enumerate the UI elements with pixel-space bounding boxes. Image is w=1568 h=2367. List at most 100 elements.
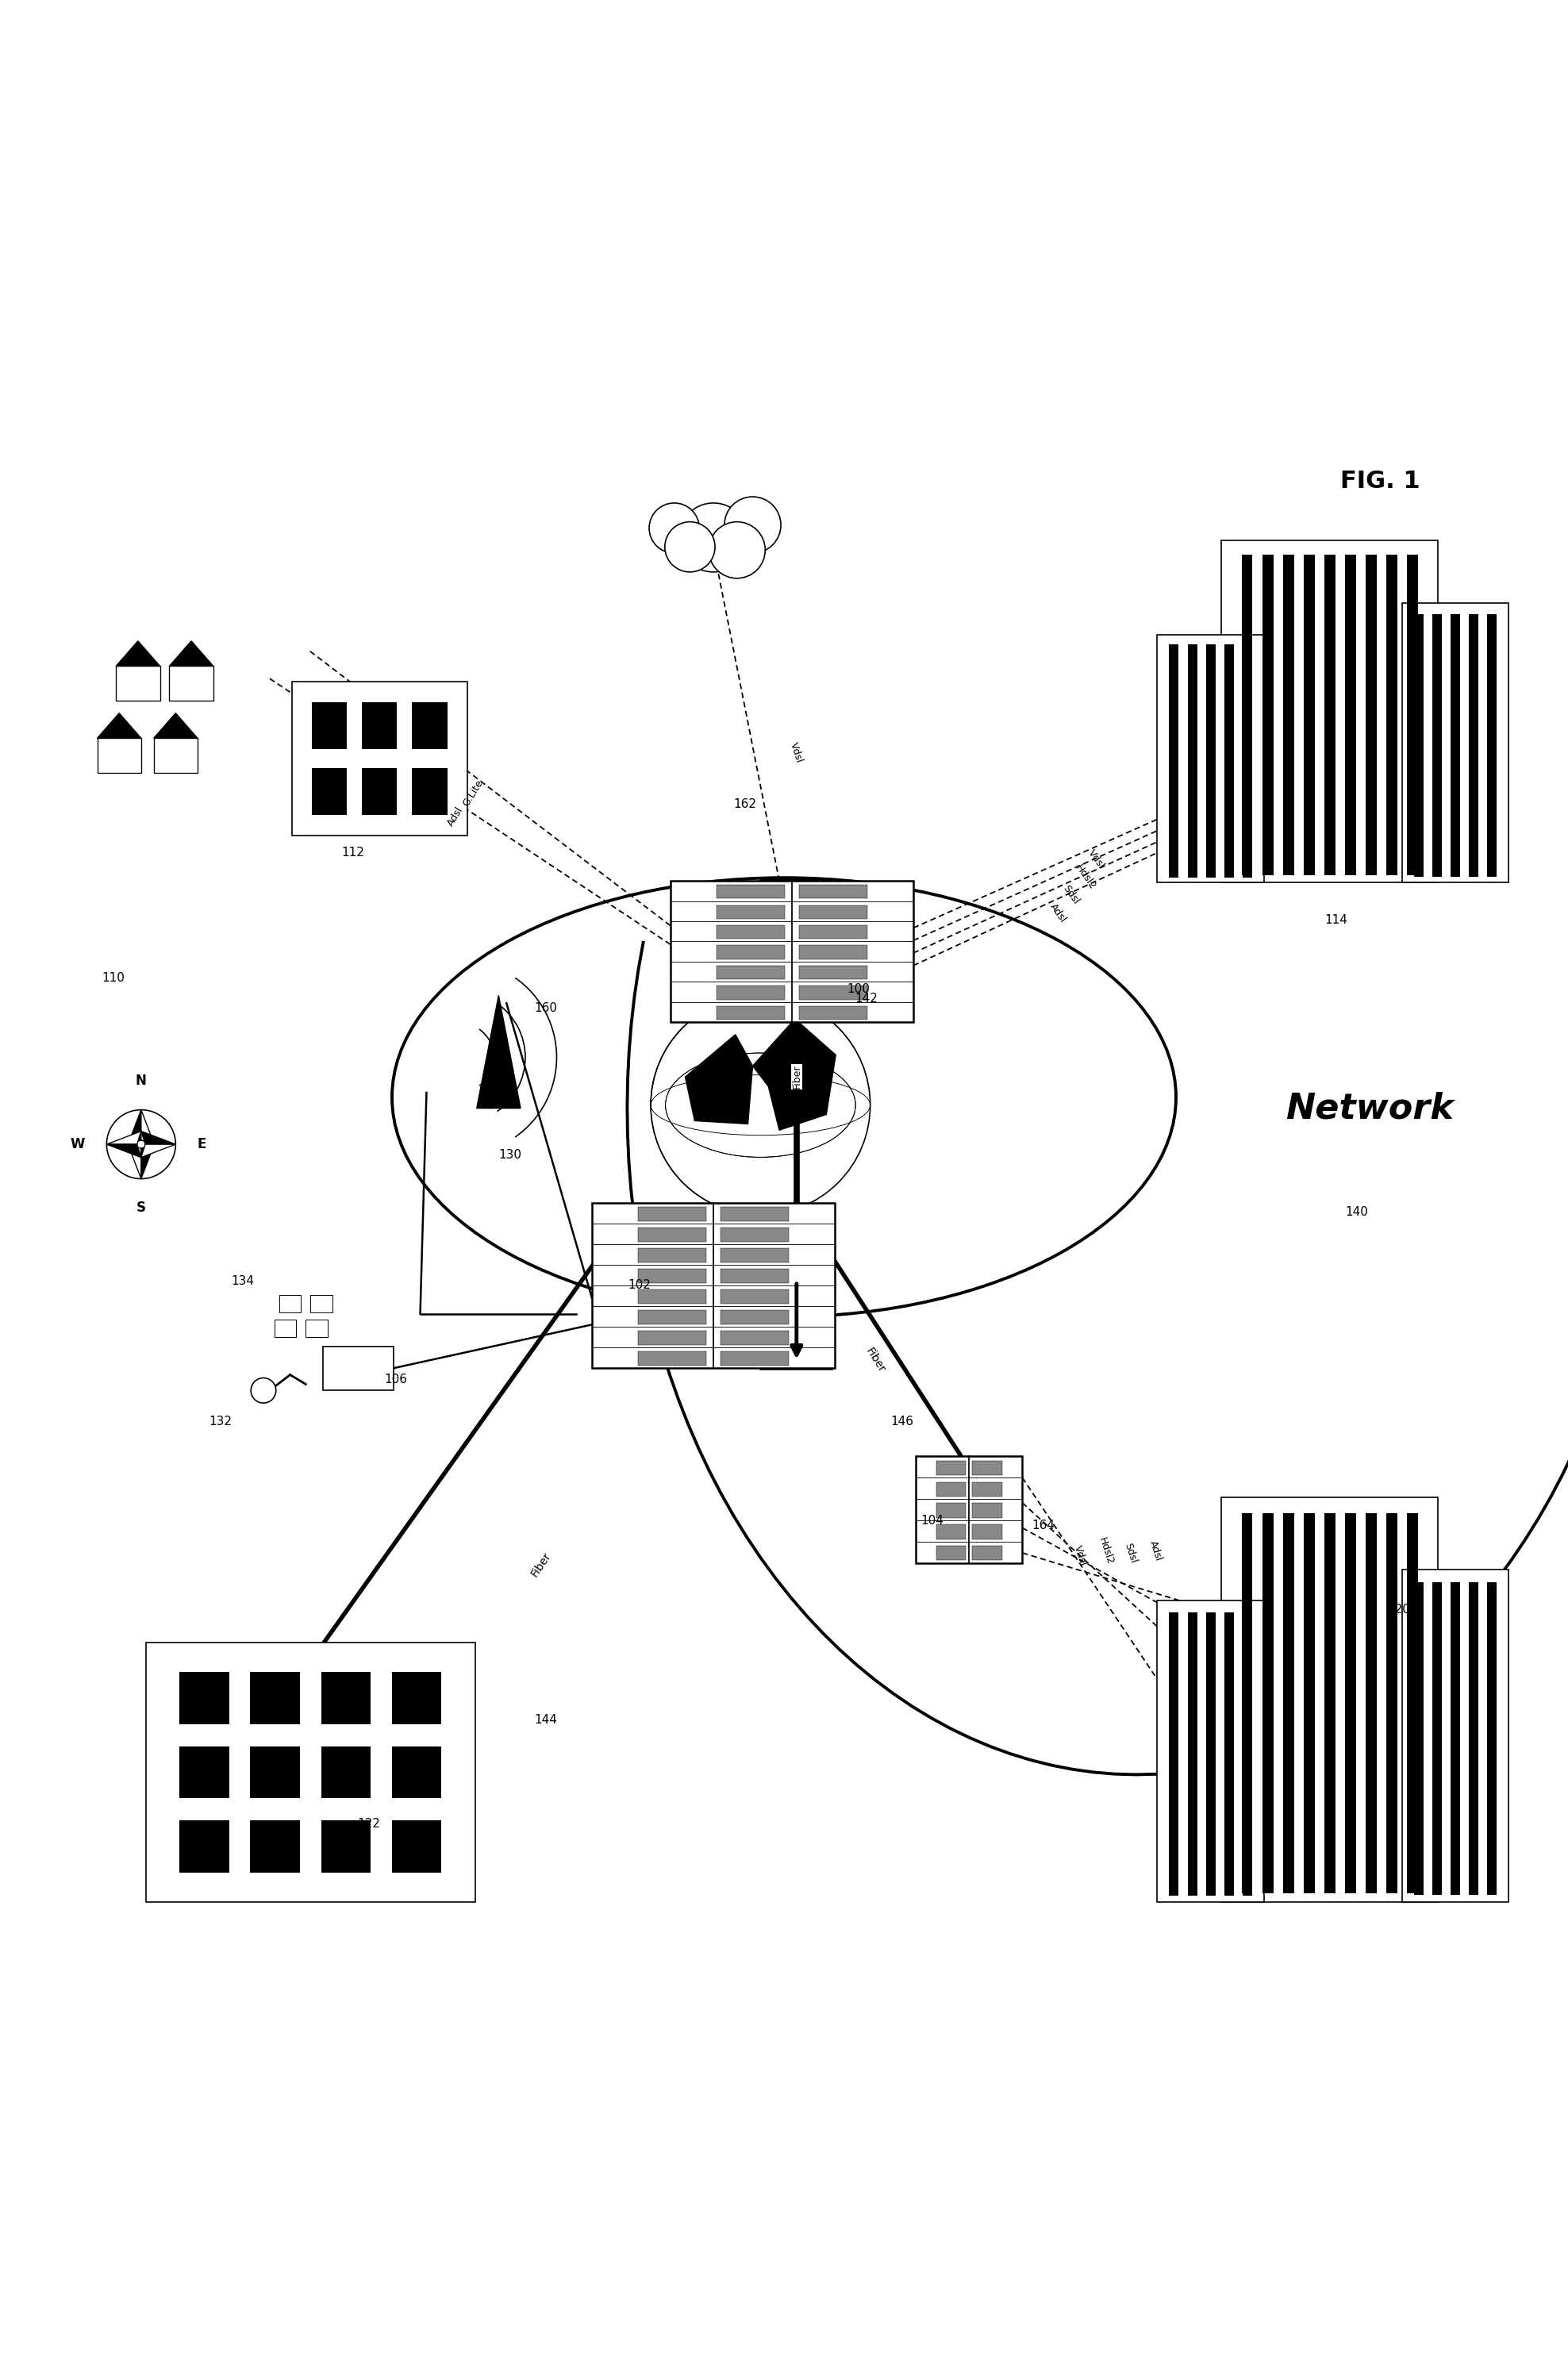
Bar (362, 769, 397, 814)
Bar (936, 1503, 966, 1517)
Polygon shape (116, 641, 160, 665)
Bar (1386, 554, 1397, 876)
Bar (638, 1207, 706, 1221)
Bar (800, 985, 867, 999)
Text: N: N (135, 1075, 147, 1089)
Bar (936, 1524, 966, 1539)
Bar (1366, 1513, 1377, 1894)
Polygon shape (97, 712, 141, 739)
Bar (721, 1247, 789, 1262)
Text: Hdsl2: Hdsl2 (1096, 1536, 1115, 1565)
Text: 120: 120 (1388, 1605, 1411, 1617)
Polygon shape (107, 1143, 141, 1157)
Bar (1262, 1513, 1273, 1894)
Bar (671, 881, 913, 1023)
Bar (1386, 1513, 1397, 1894)
Bar (179, 1671, 229, 1723)
Bar (721, 1228, 789, 1243)
Bar (972, 1482, 1002, 1496)
Text: S: S (136, 1200, 146, 1214)
Text: Sdsl: Sdsl (1060, 883, 1080, 907)
Bar (638, 1228, 706, 1243)
Text: E: E (198, 1136, 207, 1150)
Bar (1305, 1513, 1314, 1894)
Text: FIG. 1: FIG. 1 (1341, 471, 1419, 492)
Bar (936, 1482, 966, 1496)
Text: Vdsl: Vdsl (1087, 847, 1107, 871)
Text: 112: 112 (342, 847, 364, 859)
Polygon shape (141, 1143, 176, 1157)
Bar (362, 703, 397, 748)
Polygon shape (141, 1110, 154, 1143)
Text: Adsl: Adsl (1148, 1539, 1163, 1562)
Bar (1242, 554, 1253, 876)
Bar (292, 682, 467, 836)
Bar (972, 1546, 1002, 1560)
Bar (721, 1309, 789, 1323)
Bar (800, 904, 867, 918)
Text: Adsl: Adsl (445, 805, 466, 828)
Bar (321, 1747, 370, 1799)
Circle shape (665, 521, 715, 573)
Circle shape (724, 497, 781, 554)
Bar (1325, 554, 1336, 876)
Text: 162: 162 (734, 798, 757, 810)
Bar (800, 885, 867, 899)
Circle shape (679, 504, 748, 573)
Bar (638, 1290, 706, 1304)
Polygon shape (129, 1143, 141, 1179)
Polygon shape (154, 712, 198, 739)
Bar (97, 739, 141, 772)
Bar (717, 885, 784, 899)
Text: W: W (71, 1136, 85, 1150)
Bar (1486, 1584, 1497, 1896)
Bar (1221, 540, 1438, 883)
Bar (1450, 615, 1460, 876)
Bar (310, 1295, 332, 1311)
Ellipse shape (392, 878, 1176, 1316)
Polygon shape (753, 1018, 836, 1129)
Bar (721, 1352, 789, 1366)
Text: Vdsl: Vdsl (789, 741, 804, 765)
Bar (306, 1321, 328, 1337)
Text: 104: 104 (920, 1515, 944, 1527)
Bar (1345, 554, 1356, 876)
Bar (279, 1295, 301, 1311)
Bar (251, 1747, 299, 1799)
Bar (392, 1820, 442, 1872)
Bar (154, 739, 198, 772)
Bar (1414, 1584, 1424, 1896)
Bar (1206, 1612, 1215, 1896)
Polygon shape (477, 997, 521, 1108)
Text: 144: 144 (535, 1714, 557, 1726)
Bar (392, 1671, 442, 1723)
Bar (936, 1460, 966, 1475)
Bar (1325, 1513, 1336, 1894)
Text: 134: 134 (230, 1276, 254, 1288)
Bar (146, 1643, 475, 1901)
Bar (638, 1309, 706, 1323)
Bar (1242, 1612, 1253, 1896)
Bar (321, 1671, 370, 1723)
Bar (721, 1207, 789, 1221)
Bar (916, 1456, 1022, 1562)
Text: 100: 100 (847, 982, 870, 997)
Bar (169, 665, 213, 701)
Polygon shape (169, 641, 213, 665)
Bar (1242, 1513, 1253, 1894)
Bar (638, 1269, 706, 1283)
Text: Fiber: Fiber (528, 1550, 554, 1579)
Bar (972, 1524, 1002, 1539)
Bar (638, 1330, 706, 1344)
Bar (1262, 554, 1273, 876)
Text: Adsl: Adsl (1047, 902, 1068, 925)
Bar (717, 985, 784, 999)
Bar (1170, 644, 1179, 878)
Text: 160: 160 (535, 1001, 557, 1013)
Bar (1305, 554, 1314, 876)
Bar (717, 925, 784, 940)
Bar (717, 904, 784, 918)
Bar (717, 944, 784, 959)
Bar (1414, 615, 1424, 876)
Circle shape (651, 997, 870, 1214)
